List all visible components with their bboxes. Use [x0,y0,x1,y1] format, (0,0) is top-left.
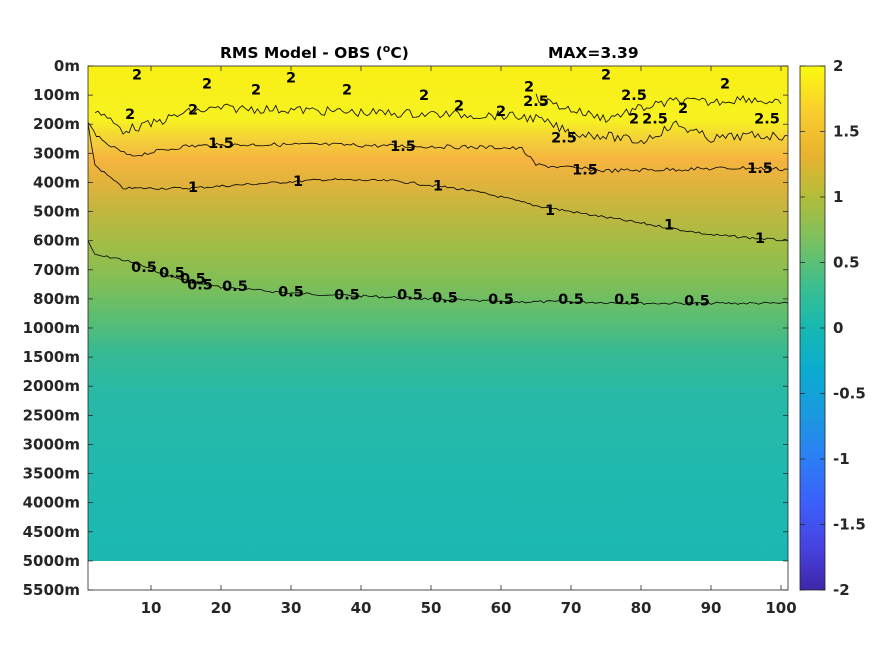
colorbar-tick-label: -2 [833,581,850,599]
y-tick-label: 400m [33,173,80,191]
y-tick-label: 5000m [23,552,80,570]
contour-label: 2 [202,76,212,92]
contour-label: 0.5 [684,293,710,309]
contour-label: 1 [433,178,443,194]
contour-label: 0.5 [397,288,423,304]
x-tick-label: 50 [421,599,442,617]
contour-label: 0.5 [278,285,304,301]
contour-label: 2 [251,82,261,98]
x-tick-label: 100 [765,599,796,617]
colorbar-tick-label: 0 [833,319,843,337]
y-tick-label: 4500m [23,523,80,541]
contour-label: 1.5 [390,139,416,155]
contour-label: 0.5 [159,266,185,282]
contour-label: 2 [496,104,506,120]
contour-label: 1.5 [747,161,773,177]
y-tick-label: 3000m [23,435,80,453]
x-tick-label: 10 [141,599,162,617]
contour-lines [88,93,788,305]
colorbar-tick-label: -1 [833,450,850,468]
y-tick-label: 300m [33,144,80,162]
contour-label: 2.5 [621,88,647,104]
y-tick-label: 100m [33,86,80,104]
contour-label: 2 [132,68,142,84]
colorbar-ticks: 2 1.5 1 0.5 0 -0.5 -1 -1.5 -2 [800,57,866,599]
y-tick-label: 2500m [23,406,80,424]
max-label: MAX=3.39 [548,44,639,62]
colorbar-tick-label: -0.5 [833,385,866,403]
contour-label: 0.5 [131,260,157,276]
contour-label: 0.5 [334,288,360,304]
contour-label: 1 [188,180,198,196]
y-tick-label: 600m [33,232,80,250]
contour-line [88,240,788,305]
x-tick-label: 30 [281,599,302,617]
contour-label: 2 [678,101,688,117]
colorbar-tick-label: 1.5 [833,123,860,141]
chart-title: RMS Model - OBS (oC) [220,42,409,62]
contour-label: 2 [188,103,198,119]
y-tick-label: 800m [33,290,80,308]
contour-label: 0.5 [558,292,584,308]
contour-label: 0.5 [222,279,248,295]
contour-line [94,103,788,145]
contour-label: 2 [125,107,135,123]
contour-label: 2 [720,76,730,92]
contour-label: 2.5 [551,130,577,146]
heatmap-field [88,66,788,561]
contour-label: 2 [601,68,611,84]
colorbar-tick-label: 1 [833,188,843,206]
colorbar-tick-label: 2 [833,57,843,75]
x-tick-label: 60 [491,599,512,617]
contour-label: 1 [545,203,555,219]
y-tick-label: 0m [54,57,80,75]
y-tick-label: 1000m [23,319,80,337]
contour-labels: 0.5 0.50.50.5 0.5 0.5 0.5 0.5 0.5 0.5 0.5 0.5 0.51… [125,68,780,310]
contour-line [88,123,788,242]
contour-label: 1.5 [572,162,598,178]
x-tick-label: 80 [631,599,652,617]
contour-label: 2 [524,79,534,95]
contour-label: 2 [629,111,639,127]
x-tick-label: 40 [351,599,372,617]
contour-label: 1 [293,174,303,190]
contour-label: 0.5 [614,292,640,308]
contour-label: 1.5 [208,136,234,152]
y-tick-label: 2000m [23,377,80,395]
contour-label: 1 [755,231,765,247]
contour-label: 1 [664,218,674,234]
contour-label: 2 [419,88,429,104]
contour-label: 2 [342,82,352,98]
x-axis-ticks: 10 20 30 40 50 60 70 80 90 100 [141,66,797,617]
contour-label: 2.5 [642,111,668,127]
colorbar-tick-label: 0.5 [833,254,860,272]
contour-label: 0.5 [488,292,514,308]
colorbar-tick-label: -1.5 [833,516,866,534]
contour-label: 2 [454,98,464,114]
contour-label: 2 [286,71,296,87]
contour-label: 0.5 [180,272,206,288]
y-tick-label: 200m [33,115,80,133]
contour-label: 2.5 [754,111,780,127]
y-tick-label: 5500m [23,581,80,599]
x-tick-label: 90 [701,599,722,617]
contour-label: 0.5 [187,277,213,293]
x-tick-label: 20 [211,599,232,617]
y-tick-label: 700m [33,261,80,279]
contour-line [88,122,788,174]
y-tick-label: 4000m [23,494,80,512]
x-tick-label: 70 [561,599,582,617]
y-tick-label: 3500m [23,465,80,483]
contour-label: 2.5 [523,94,549,110]
contour-line [535,93,782,123]
contour-label: 0.5 [432,290,458,306]
y-tick-label: 1500m [23,348,80,366]
y-axis-ticks: 0m 100m 200m 300m 400m 500m 600m 700m 800m 1000m 1… [23,57,788,599]
y-tick-label: 500m [33,203,80,221]
